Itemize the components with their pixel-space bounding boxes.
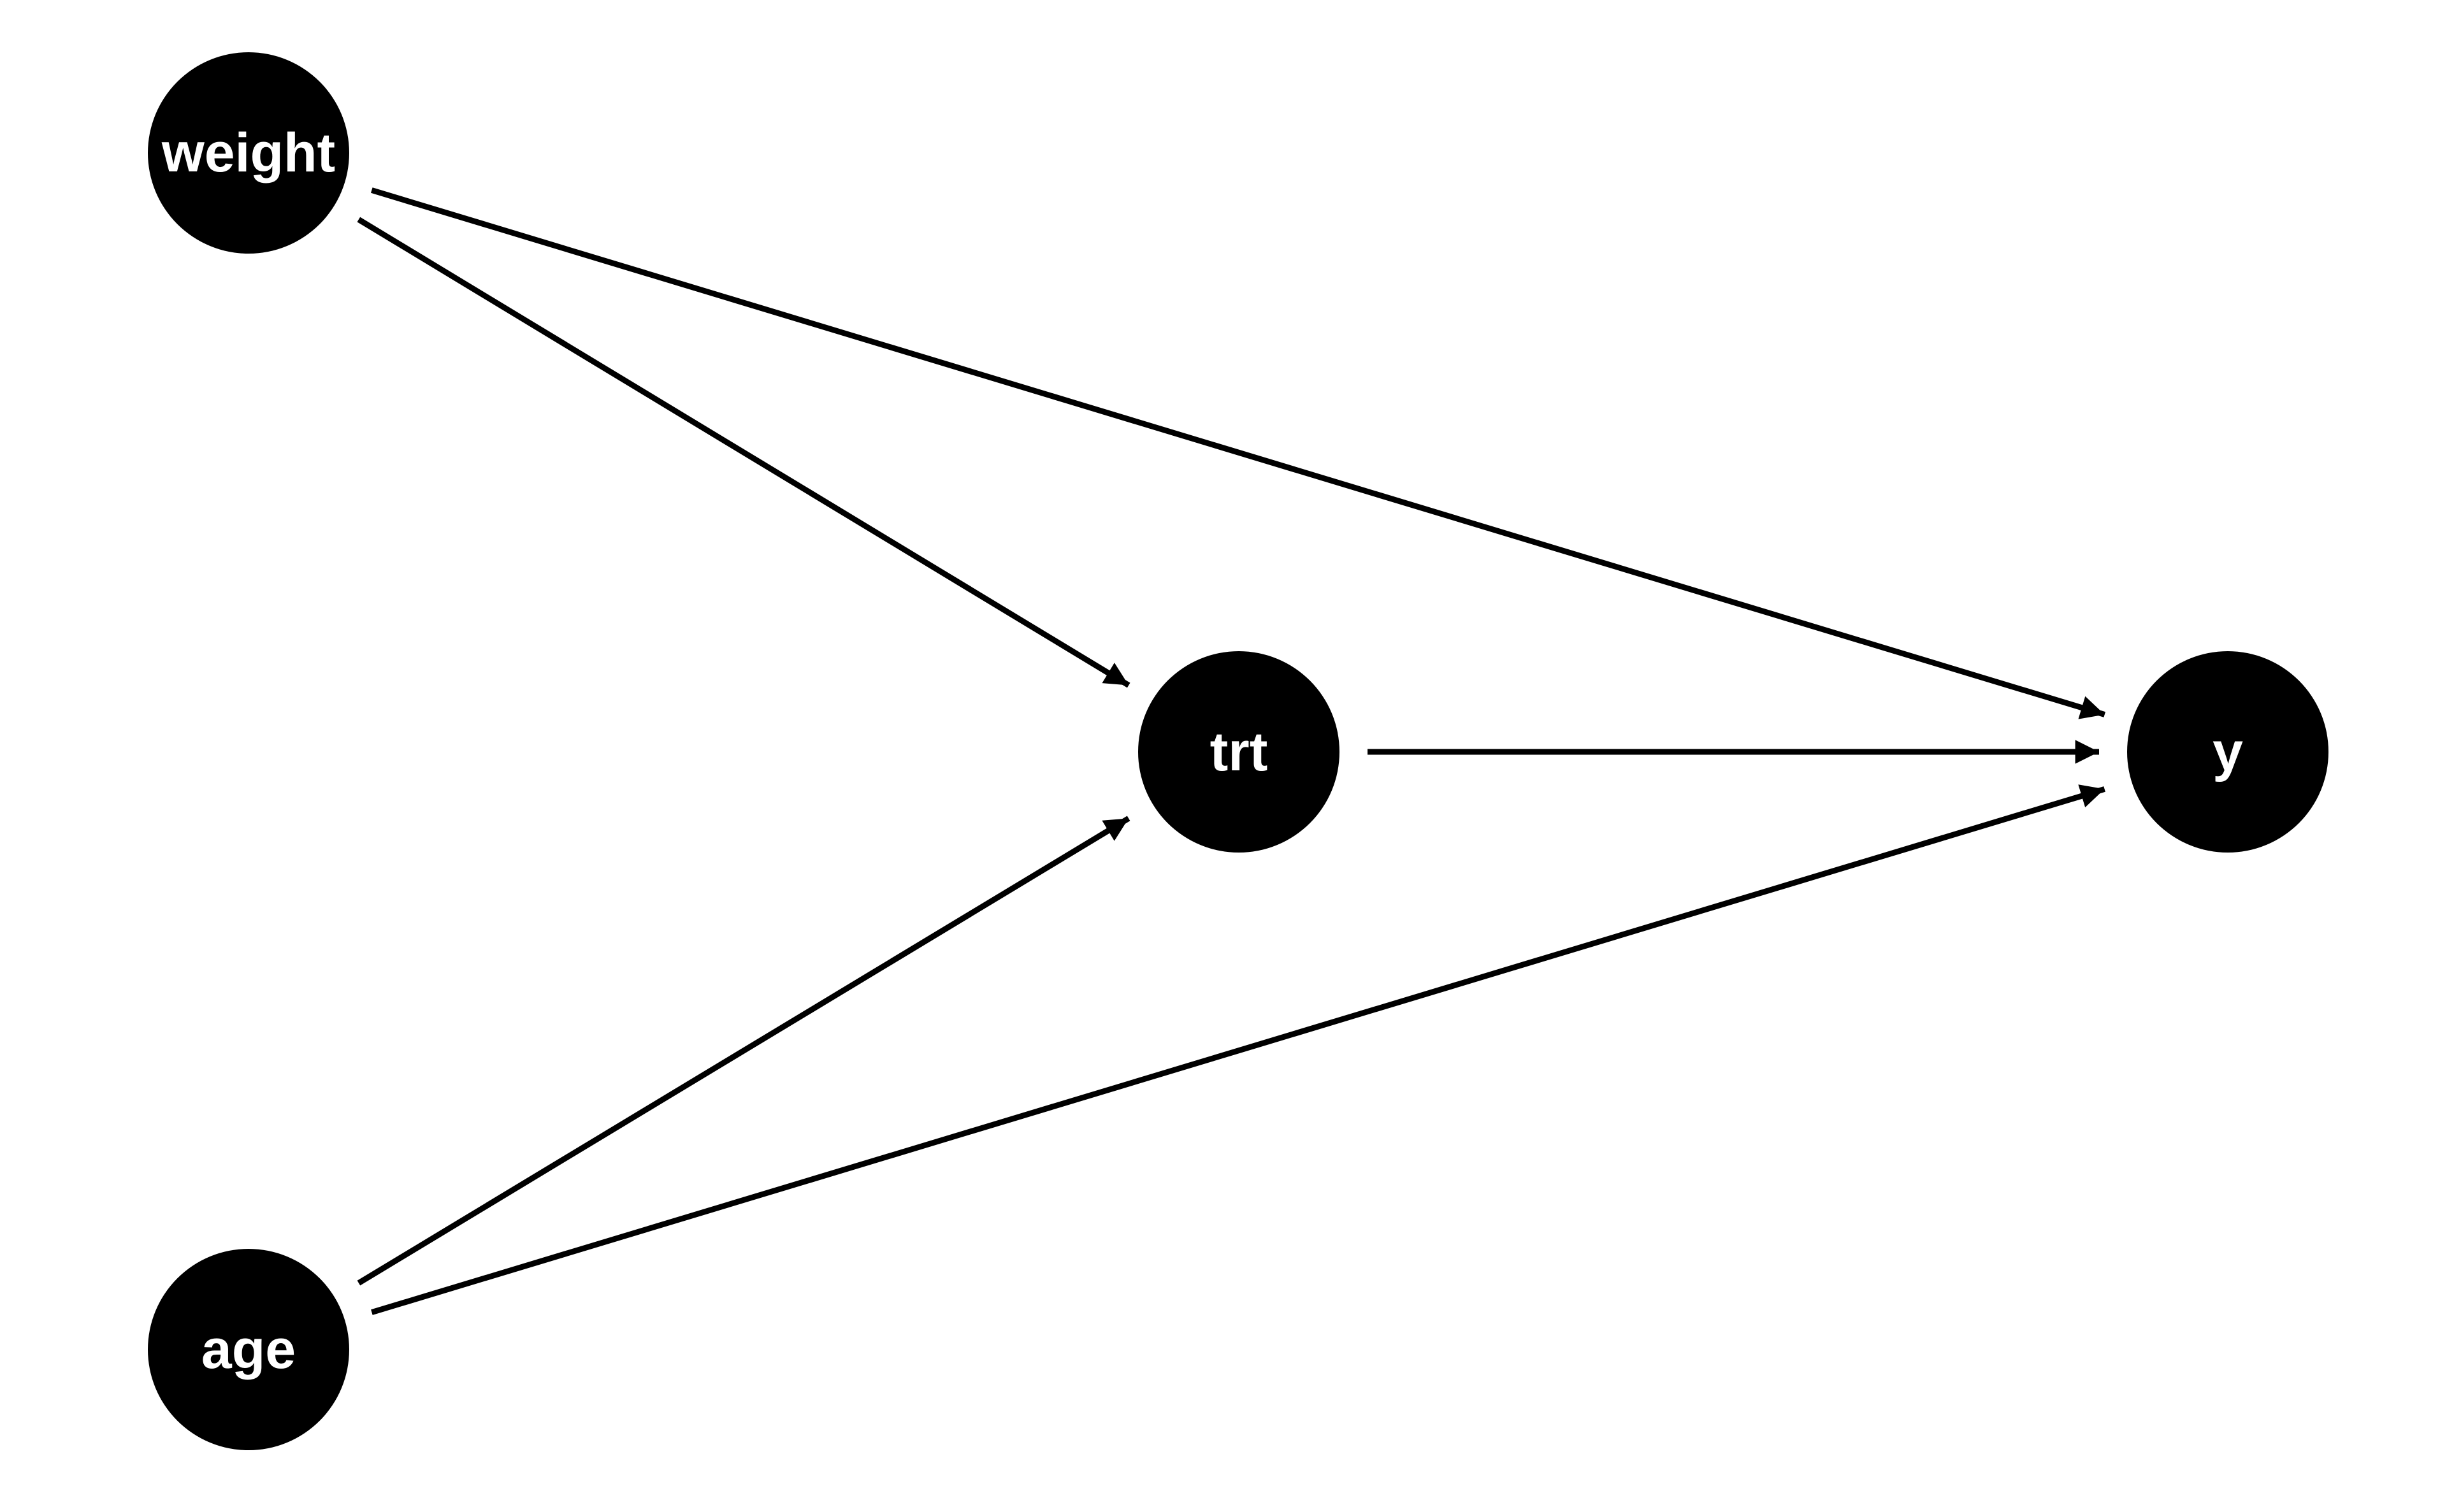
node-circle-age (148, 1249, 349, 1450)
node-weight: weight (148, 52, 349, 254)
node-label-age: age (201, 1319, 296, 1380)
node-label-y: y (2212, 721, 2243, 782)
node-y: y (2127, 651, 2328, 853)
edge-age-to-y (371, 784, 2105, 1315)
node-circle-y (2127, 651, 2328, 853)
edge-weight-to-y (370, 187, 2106, 719)
node-label-weight: weight (161, 122, 335, 184)
node-trt: trt (1138, 651, 1339, 853)
node-circle-trt (1138, 651, 1339, 853)
edge-weight-to-trt (357, 217, 1130, 688)
node-circle-weight (148, 52, 349, 254)
node-label-trt: trt (1210, 721, 1268, 782)
nodes: weight trt y age (148, 52, 2328, 1450)
edge-age-to-trt (357, 816, 1130, 1286)
edges (357, 187, 2106, 1315)
node-age: age (148, 1249, 349, 1450)
